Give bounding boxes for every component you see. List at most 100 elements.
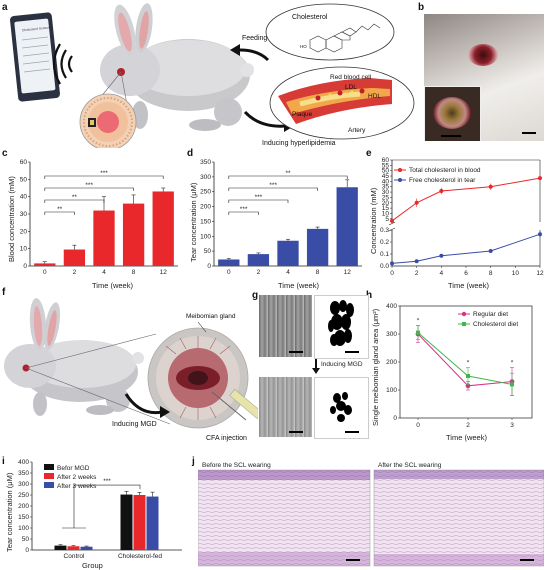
bar — [247, 254, 270, 266]
significance-bracket — [228, 187, 318, 191]
bar — [306, 228, 329, 266]
y-tick-label: 100 — [18, 525, 29, 532]
artery-illustration: Red blood cell LDL HDL Plaque Artery — [269, 66, 415, 140]
panel-letter-h: h — [366, 290, 373, 301]
scale-bar — [441, 135, 461, 137]
gland-photo-before — [259, 295, 312, 357]
bar — [218, 259, 240, 266]
y-axis-title: Tear concentration (μM) — [5, 472, 14, 552]
data-point — [488, 249, 493, 253]
data-point — [390, 261, 394, 266]
bar — [54, 545, 67, 550]
y-tick-label: 35 — [382, 184, 390, 191]
red-blood-cell-label: Red blood cell — [330, 74, 372, 81]
significance-bracket — [228, 199, 289, 203]
panel-letter-i: i — [2, 456, 5, 467]
histology-before — [198, 469, 371, 567]
y-tick-label: 300 — [200, 174, 211, 181]
x-tick-label: 2 — [415, 270, 419, 277]
significance-bracket — [44, 175, 164, 179]
legend-regular-diet: Regular diet — [473, 311, 508, 318]
data-point — [538, 232, 542, 237]
axis-break-mark — [388, 221, 396, 232]
y-tick-label: 250 — [18, 492, 29, 499]
bar — [67, 546, 80, 550]
y-axis-title: Single meibomian gland area (μm²) — [371, 308, 380, 426]
y-tick-label: 0.0 — [380, 263, 389, 270]
data-point — [414, 200, 419, 205]
data-point — [510, 382, 514, 387]
down-arrow-head — [312, 368, 320, 374]
significance-label: * — [511, 360, 514, 367]
legend-after-2-weeks: After 2 weeks — [57, 474, 97, 481]
inducing-mgd-arrow — [124, 393, 163, 415]
y-tick-label: 400 — [386, 303, 397, 310]
data-point — [414, 259, 419, 264]
series-line-total-cholesterol — [391, 177, 541, 222]
y-tick-label: 50 — [20, 176, 28, 183]
y-tick-label: 200 — [200, 204, 211, 211]
significance-label: *** — [269, 182, 277, 189]
y-tick-label: 0.1 — [380, 251, 389, 258]
feeding-arrow — [239, 48, 270, 62]
y-tick-label: 250 — [200, 189, 211, 196]
y-tick-label: 0 — [23, 263, 27, 270]
bar — [63, 249, 86, 266]
ldl-label: LDL — [345, 84, 357, 91]
y-tick-label: 0.2 — [380, 239, 389, 246]
y-tick-label: 60 — [20, 159, 28, 166]
y-tick-label: 40 — [382, 178, 390, 185]
bar — [277, 240, 299, 266]
y-tick-label: 5 — [385, 216, 389, 223]
x-tick-label: Control — [64, 553, 86, 560]
histology-after — [373, 469, 544, 567]
y-tick-label: 100 — [386, 387, 397, 394]
chart-i-tear-concentration-groups: 0 50 100 150 200 250 300 350 400 Control Cholester… — [5, 459, 182, 570]
legend: Regular diet Cholesterol diet — [458, 311, 518, 328]
data-point — [439, 189, 444, 193]
x-tick-label: 0 — [390, 270, 394, 277]
scale-bar — [522, 132, 536, 134]
x-axis-title: Time (week) — [278, 281, 319, 290]
data-point — [466, 374, 470, 378]
rabbit-illustration — [4, 298, 144, 416]
y-tick-label: 350 — [200, 159, 211, 166]
bar — [146, 496, 159, 550]
hdl-label: HDL — [368, 93, 381, 100]
before-scl-label: Before the SCL wearing — [202, 462, 271, 469]
bar — [122, 203, 145, 266]
y-tick-label: 30 — [382, 189, 390, 196]
y-tick-label: 20 — [20, 228, 28, 235]
panel-letter-b: b — [418, 2, 425, 13]
significance-label: *** — [255, 194, 263, 201]
bar — [120, 494, 133, 550]
y-tick-label: 25 — [382, 194, 390, 201]
significance-bracket — [44, 187, 134, 191]
y-tick-label: 200 — [386, 359, 397, 366]
artery-label: Artery — [348, 127, 366, 134]
significance-bracket — [228, 175, 348, 179]
panel-letter-d: d — [187, 148, 194, 159]
cholesterol-label: Cholesterol — [292, 14, 328, 21]
x-tick-label: 4 — [440, 270, 444, 277]
bar — [93, 210, 115, 266]
significance-label: *** — [100, 170, 108, 177]
y-tick-label: 50 — [204, 248, 212, 255]
bar — [80, 546, 93, 550]
scale-bar — [289, 351, 303, 353]
significance-label: * — [417, 318, 420, 325]
y-tick-label: 150 — [18, 514, 29, 521]
plaque-label: Plaque — [292, 111, 313, 118]
y-tick-label: 150 — [200, 218, 211, 225]
panel-letter-j: j — [192, 456, 195, 467]
syringe-icon — [211, 389, 258, 421]
significance-label: *** — [85, 182, 93, 189]
significance-bracket — [44, 211, 75, 215]
significance-label: ** — [57, 206, 63, 213]
x-tick-label: 4 — [286, 269, 290, 276]
significance-label: ** — [285, 170, 291, 177]
lens-on-eye — [433, 97, 471, 129]
legend: Total cholesterol in blood Free choleste… — [394, 167, 481, 184]
cholesterol-structure: Cholesterol HO — [265, 3, 395, 61]
